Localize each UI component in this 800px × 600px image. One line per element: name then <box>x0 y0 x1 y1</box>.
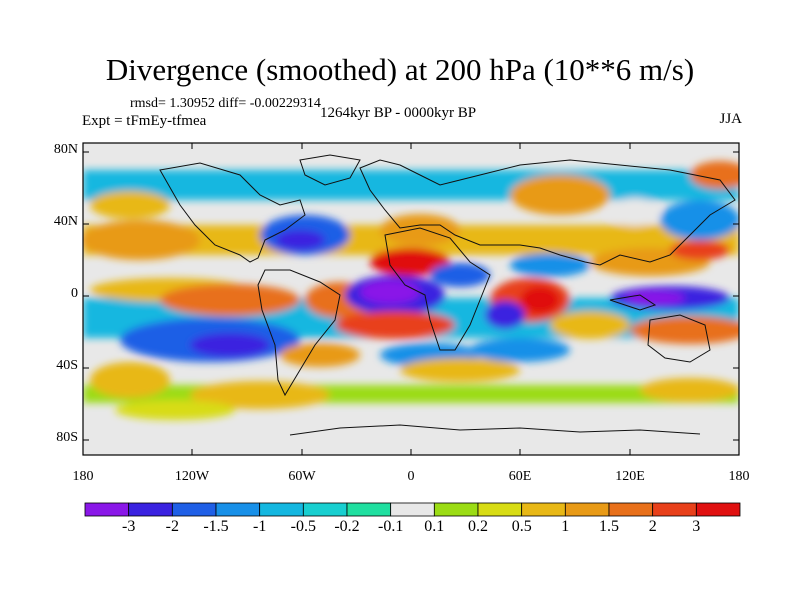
colorbar-label: -3 <box>122 518 136 535</box>
colorbar-swatch <box>346 502 392 517</box>
colorbar-label: -2 <box>165 518 179 535</box>
blob <box>360 280 420 304</box>
season-label: JJA <box>719 111 742 127</box>
blob <box>660 200 739 240</box>
south-america-coast <box>257 269 341 397</box>
blob <box>190 333 270 357</box>
colorbar-swatch <box>215 502 261 517</box>
colorbar-swatch <box>259 502 304 517</box>
blob <box>430 263 490 287</box>
experiment-label: Expt = tFmEy-tfmea <box>82 113 207 129</box>
colorbar-label: 1.5 <box>599 518 619 535</box>
blob <box>520 286 560 314</box>
blob <box>670 240 730 260</box>
blob <box>90 191 170 219</box>
colorbar-label: 0.5 <box>511 518 532 535</box>
blob <box>550 311 630 339</box>
north-america-coast <box>159 162 306 263</box>
blob <box>640 378 739 402</box>
colorbar-swatch <box>390 502 435 517</box>
lon-ticks <box>82 143 740 455</box>
colorbar-swatch <box>84 502 130 517</box>
lat-label-40n: 40N <box>53 214 78 229</box>
blob <box>610 198 660 226</box>
blob <box>470 338 570 362</box>
stats-text: rmsd= 1.30952 diff= -0.00229314 <box>130 96 321 111</box>
blob <box>160 284 300 316</box>
blob <box>83 220 200 260</box>
blob <box>510 253 590 277</box>
field-layer <box>83 143 739 455</box>
period-label: 1264kyr BP - 0000kyr BP <box>320 105 477 121</box>
maritime-continent-coast <box>609 294 657 311</box>
coastlines <box>159 154 736 436</box>
colorbar-swatch <box>652 502 697 517</box>
colorbar-label: 1 <box>561 518 570 535</box>
lon-label-180w: 180 <box>72 469 94 484</box>
colorbar-label: 3 <box>692 518 701 535</box>
colorbar-label: -1 <box>253 518 267 535</box>
antarctica-coast <box>289 424 701 436</box>
blob <box>190 381 330 409</box>
colorbar-label: 0.1 <box>424 518 445 535</box>
africa-coast <box>384 227 491 351</box>
blob <box>335 311 455 339</box>
blob <box>115 400 235 420</box>
lon-label-120w: 120W <box>174 469 210 484</box>
blob <box>275 230 325 250</box>
colorbar-label: 2 <box>648 518 657 535</box>
lat-label-80n: 80N <box>53 142 78 157</box>
map-title: Divergence (smoothed) at 200 hPa (10**6 … <box>105 52 695 87</box>
lon-label-180e: 180 <box>728 469 750 484</box>
blob <box>370 248 450 276</box>
colorbar-label: 0.2 <box>468 518 488 535</box>
colorbar-swatch <box>521 502 566 517</box>
blob <box>690 161 739 189</box>
colorbar-swatch <box>171 502 217 517</box>
colorbar-swatch <box>608 502 654 517</box>
blob <box>625 291 685 305</box>
lon-label-60e: 60E <box>508 469 532 484</box>
lon-label-60w: 60W <box>288 469 316 484</box>
lon-label-0: 0 <box>407 469 415 484</box>
lat-label-0: 0 <box>71 286 78 301</box>
colorbar <box>84 502 741 517</box>
eurasia-coast <box>359 159 736 266</box>
lat-label-80s: 80S <box>56 430 78 445</box>
australia-coast <box>647 314 711 363</box>
colorbar-label: -0.2 <box>334 518 360 535</box>
colorbar-label: -0.1 <box>378 518 404 535</box>
band-north-high <box>83 170 739 200</box>
colorbar-swatch <box>433 502 479 517</box>
blob <box>630 316 739 344</box>
blob <box>485 301 525 329</box>
lon-label-120e: 120E <box>615 469 645 484</box>
blob <box>280 343 360 367</box>
colorbar-swatch <box>302 502 348 517</box>
blob <box>400 358 520 382</box>
colorbar-swatch <box>695 502 741 517</box>
blob <box>510 175 610 215</box>
blob <box>90 362 170 398</box>
colorbar-label: -1.5 <box>203 518 229 535</box>
lat-label-40s: 40S <box>56 358 78 373</box>
blob <box>380 214 460 246</box>
colorbar-swatch <box>477 502 523 517</box>
colorbar-swatch <box>564 502 610 517</box>
lat-ticks <box>83 151 739 441</box>
greenland-coast <box>299 154 361 186</box>
colorbar-label: -0.5 <box>290 518 316 535</box>
colorbar-swatch <box>128 502 173 517</box>
